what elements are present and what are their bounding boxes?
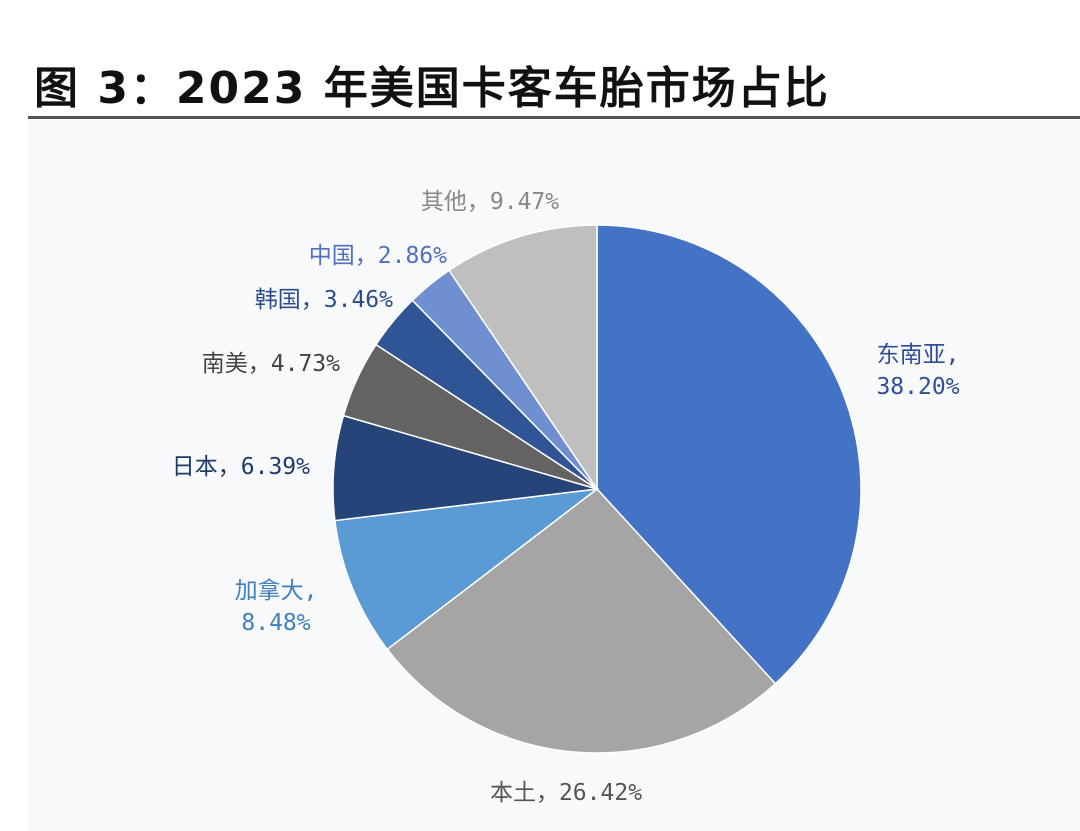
slice-label-line: 本土，26.42% bbox=[490, 780, 642, 806]
slice-label-line: 加拿大, bbox=[235, 577, 318, 604]
slice-label-2: 本土，26.42% bbox=[490, 780, 642, 806]
slice-label-line: 南美，4.73% bbox=[202, 351, 340, 377]
slice-label-line: 中国，2.86% bbox=[309, 243, 447, 269]
slice-label-line: 其他，9.47% bbox=[421, 189, 559, 215]
slice-label-line: 东南亚, bbox=[877, 342, 960, 368]
slice-label-line: 日本，6.39% bbox=[172, 454, 310, 480]
slice-label-3: 加拿大, 8.48% bbox=[235, 577, 318, 636]
title-divider bbox=[28, 116, 1080, 119]
pie-slice-3 bbox=[334, 487, 600, 651]
slice-label-line: 韩国，3.46% bbox=[255, 287, 393, 313]
slice-label-6: 韩国，3.46% bbox=[255, 287, 393, 313]
slice-label-1: 东南亚, 38.20% bbox=[876, 342, 959, 400]
page-title: 图 3：2023 年美国卡客车胎市场占比 bbox=[34, 63, 830, 114]
slice-label-line: 38.20% bbox=[876, 374, 959, 400]
slice-label-7: 中国，2.86% bbox=[309, 243, 447, 269]
pie-slice-1 bbox=[596, 224, 862, 685]
slice-label-5: 南美，4.73% bbox=[202, 351, 340, 377]
pie-slice-8 bbox=[447, 224, 598, 492]
slice-label-8: 其他，9.47% bbox=[421, 189, 559, 215]
slice-label-4: 日本，6.39% bbox=[172, 454, 310, 480]
pie-slice-2 bbox=[386, 487, 777, 754]
slice-label-line: 8.48% bbox=[241, 610, 310, 636]
